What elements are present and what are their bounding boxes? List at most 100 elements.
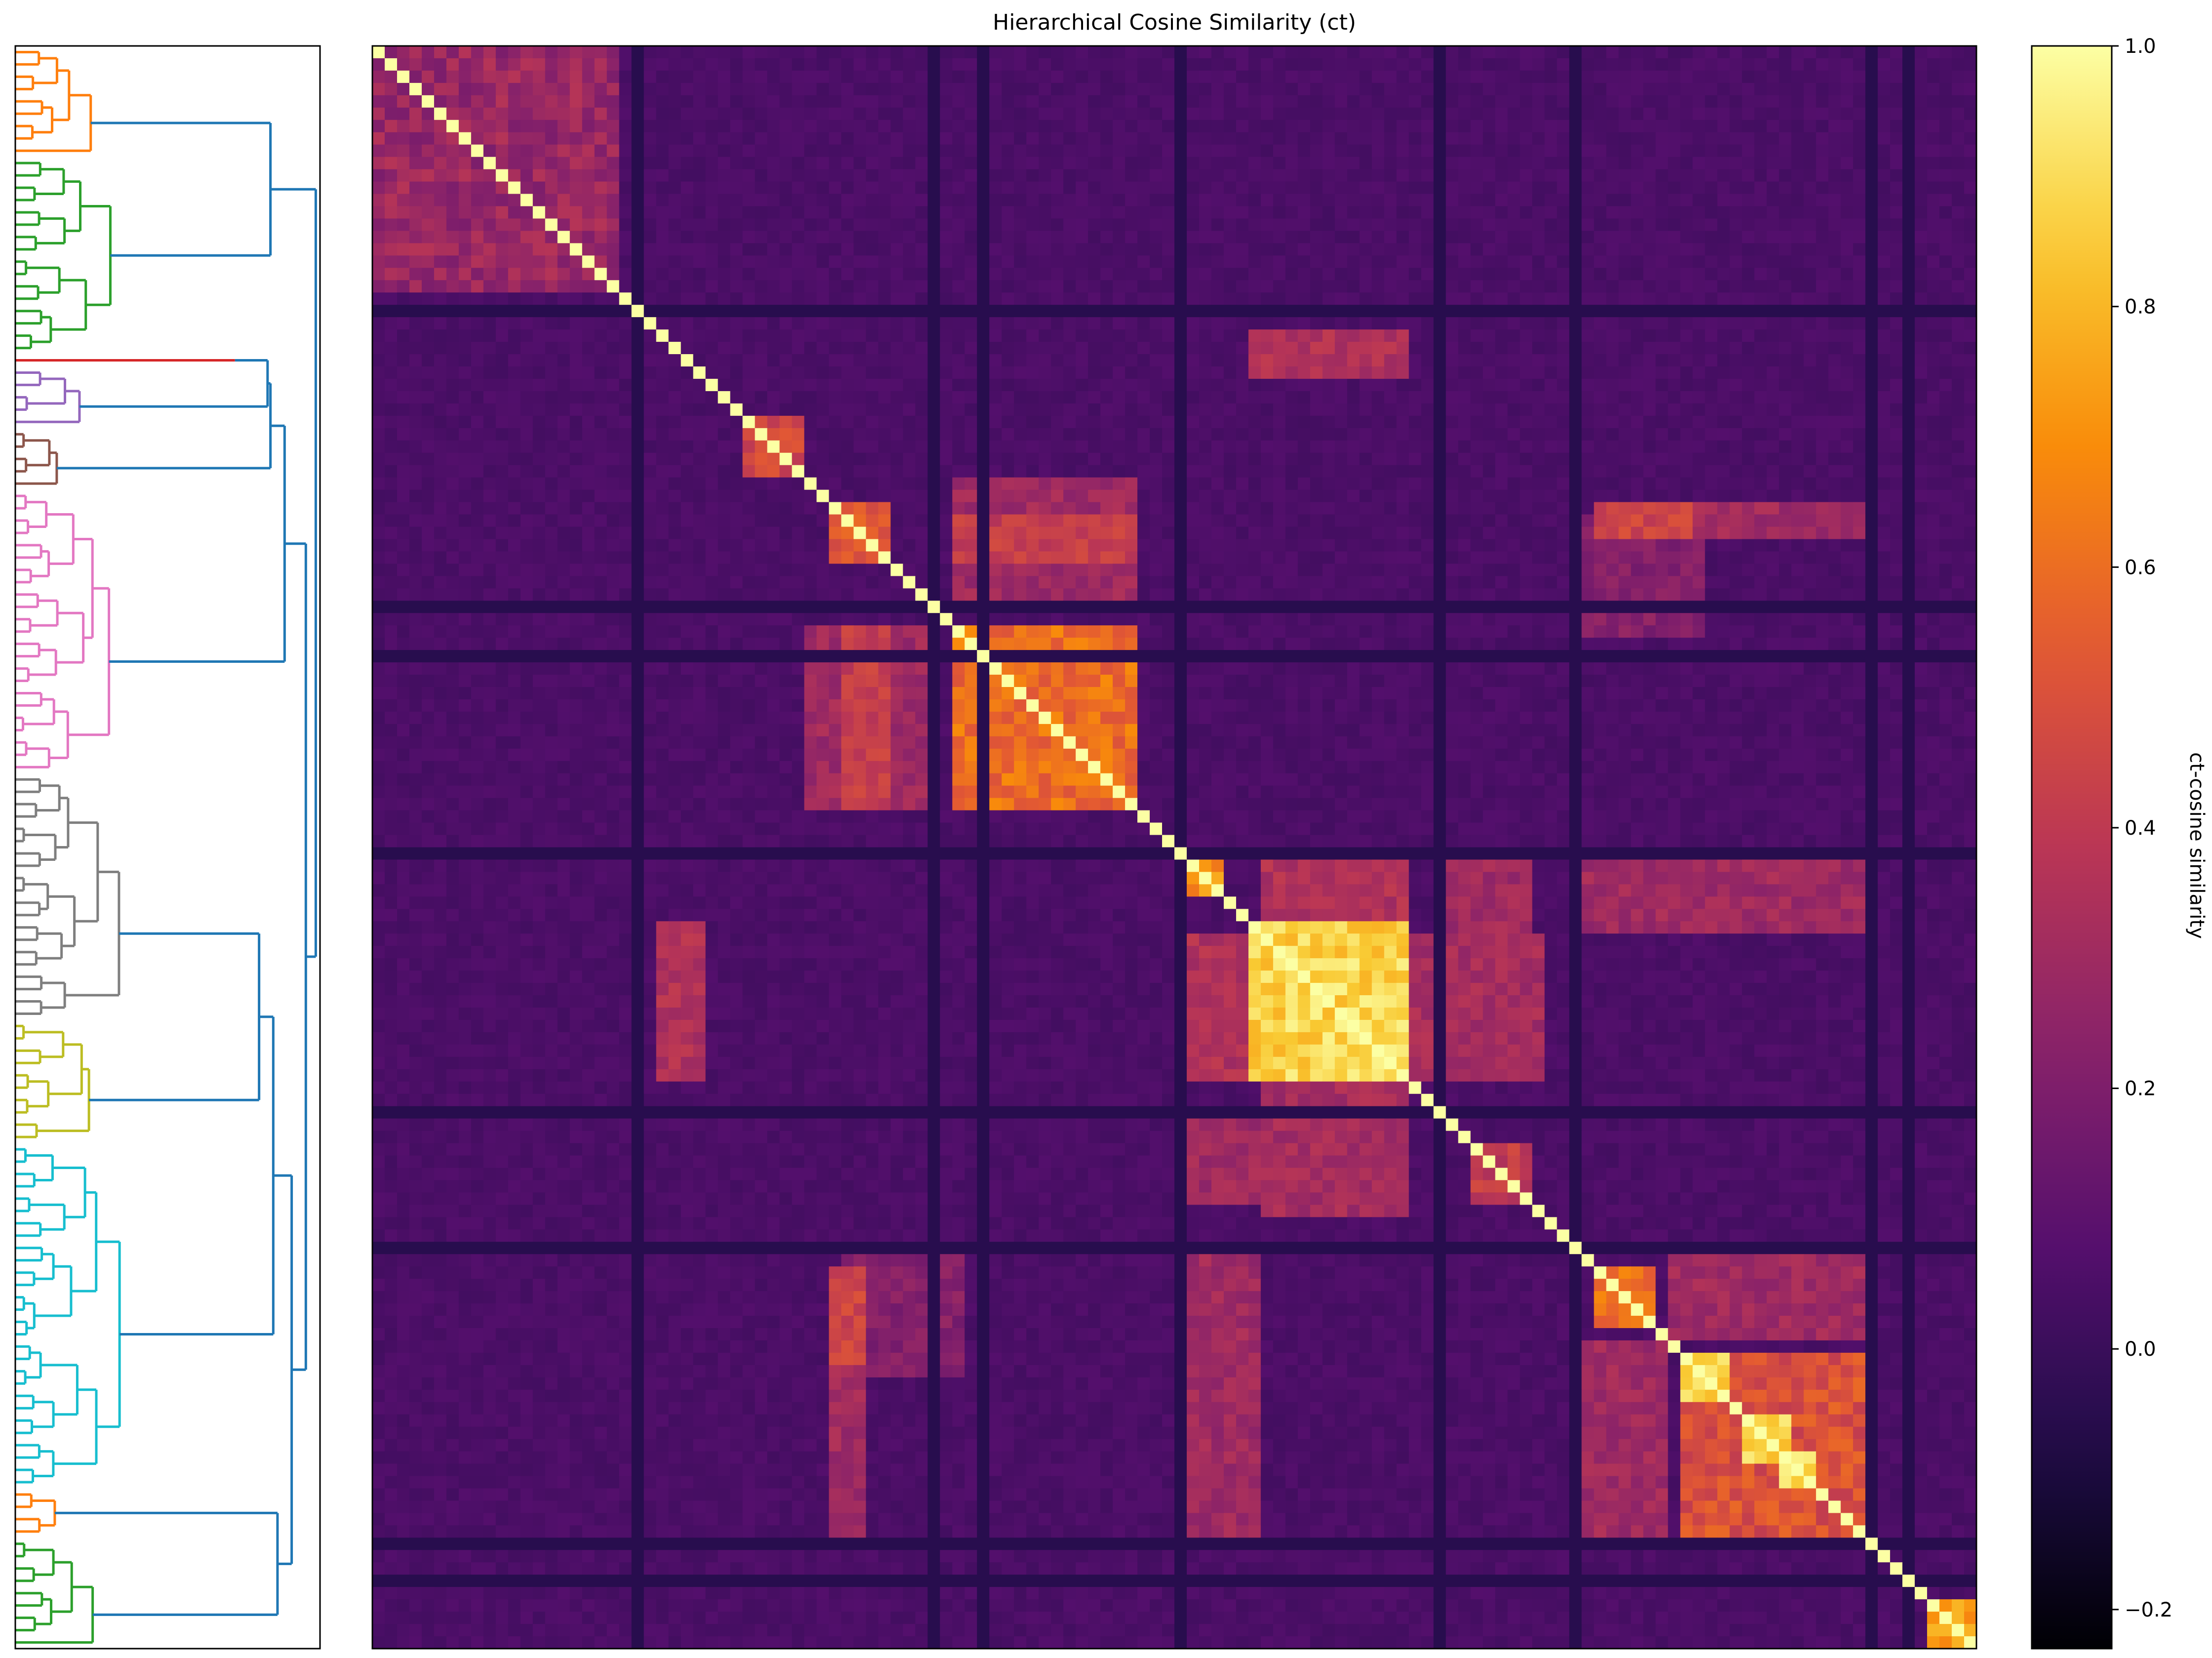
heatmap-cell <box>965 317 977 330</box>
heatmap-cell <box>718 46 731 59</box>
heatmap-cell <box>1915 58 1928 71</box>
heatmap-cell <box>619 181 632 195</box>
heatmap-cell <box>1248 218 1261 232</box>
heatmap-cell <box>1865 181 1878 195</box>
heatmap-cell <box>421 391 435 404</box>
heatmap-cell <box>458 305 472 318</box>
heatmap-cell <box>1285 342 1298 355</box>
heatmap-cell <box>1557 169 1570 182</box>
heatmap-cell <box>742 255 756 268</box>
heatmap-cell <box>1470 391 1484 404</box>
heatmap-cell <box>1334 391 1348 404</box>
heatmap-cell <box>1051 329 1064 342</box>
heatmap-cell <box>1384 95 1397 108</box>
heatmap-cell <box>1853 354 1866 367</box>
heatmap-cell <box>1754 206 1767 219</box>
heatmap-cell <box>730 181 743 195</box>
heatmap-cell <box>1396 366 1409 379</box>
heatmap-cell <box>1199 120 1212 133</box>
heatmap-cell <box>1063 194 1076 207</box>
heatmap-cell <box>1322 329 1335 342</box>
heatmap-cell <box>384 403 398 416</box>
heatmap-cell <box>965 231 977 243</box>
heatmap-cell <box>1470 82 1484 96</box>
heatmap-cell <box>1150 243 1163 256</box>
heatmap-cell <box>1063 46 1076 59</box>
heatmap-cell <box>1890 378 1903 392</box>
heatmap-cell <box>742 231 756 243</box>
heatmap-cell <box>668 169 682 182</box>
heatmap-cell <box>1939 181 1952 195</box>
heatmap-cell <box>1174 268 1187 281</box>
heatmap-cell <box>681 58 694 71</box>
heatmap-cell <box>483 305 496 318</box>
heatmap-cell <box>1248 46 1261 59</box>
heatmap-cell <box>1433 218 1447 232</box>
heatmap-cell <box>1359 169 1372 182</box>
heatmap-cell <box>755 465 768 478</box>
heatmap-cell <box>557 280 570 293</box>
heatmap-cell <box>1631 391 1644 404</box>
heatmap-cell <box>829 268 842 281</box>
heatmap-cell <box>841 231 854 243</box>
heatmap-cell <box>1680 415 1693 429</box>
heatmap-cell <box>1002 280 1014 293</box>
heatmap-cell <box>1865 428 1878 441</box>
heatmap-cell <box>619 477 632 490</box>
heatmap-cell <box>1791 82 1804 96</box>
heatmap-cell <box>1433 231 1447 243</box>
heatmap-cell <box>1174 292 1187 305</box>
heatmap-cell <box>643 206 657 219</box>
heatmap-cell <box>742 378 756 392</box>
heatmap-cell <box>1804 317 1816 330</box>
heatmap-cell <box>977 70 990 83</box>
heatmap-cell <box>656 415 669 429</box>
heatmap-cell <box>643 231 657 243</box>
heatmap-cell <box>409 378 422 392</box>
heatmap-cell <box>1791 206 1804 219</box>
heatmap-cell <box>1853 144 1866 158</box>
heatmap-cell <box>1199 132 1212 145</box>
heatmap-cell <box>1297 95 1311 108</box>
heatmap-cell <box>1359 415 1372 429</box>
heatmap-cell <box>1002 231 1014 243</box>
heatmap-cell <box>705 144 719 158</box>
heatmap-cell <box>1581 194 1595 207</box>
heatmap-cell <box>1113 452 1126 466</box>
heatmap-cell <box>1668 342 1681 355</box>
heatmap-cell <box>816 218 830 232</box>
heatmap-cell <box>1705 132 1718 145</box>
heatmap-cell <box>483 268 496 281</box>
heatmap-cell <box>1446 58 1459 71</box>
heatmap-cell <box>1174 428 1187 441</box>
heatmap-cell <box>668 157 682 170</box>
heatmap-cell <box>1767 292 1779 305</box>
heatmap-cell <box>1878 280 1890 293</box>
heatmap-cell <box>471 354 484 367</box>
heatmap-cell <box>1408 403 1422 416</box>
heatmap-cell <box>853 218 866 232</box>
heatmap-cell <box>1260 194 1274 207</box>
heatmap-cell <box>1890 391 1903 404</box>
heatmap-cell <box>446 477 459 490</box>
heatmap-cell <box>1211 231 1224 243</box>
heatmap-cell <box>1853 120 1866 133</box>
heatmap-cell <box>1828 82 1841 96</box>
heatmap-cell <box>1804 366 1816 379</box>
heatmap-cell <box>471 70 484 83</box>
heatmap-cell <box>1754 243 1767 256</box>
heatmap-cell <box>1853 243 1866 256</box>
heatmap-cell <box>779 391 793 404</box>
heatmap-cell <box>532 440 546 453</box>
heatmap-cell <box>1076 366 1088 379</box>
heatmap-cell <box>421 465 435 478</box>
heatmap-cell <box>1260 415 1274 429</box>
heatmap-cell <box>1692 403 1705 416</box>
heatmap-cell <box>1544 132 1558 145</box>
heatmap-cell <box>545 428 558 441</box>
heatmap-cell <box>1655 305 1668 318</box>
heatmap-cell <box>989 231 1002 243</box>
heatmap-cell <box>1248 280 1261 293</box>
heatmap-cell <box>1408 157 1422 170</box>
heatmap-cell <box>804 317 817 330</box>
